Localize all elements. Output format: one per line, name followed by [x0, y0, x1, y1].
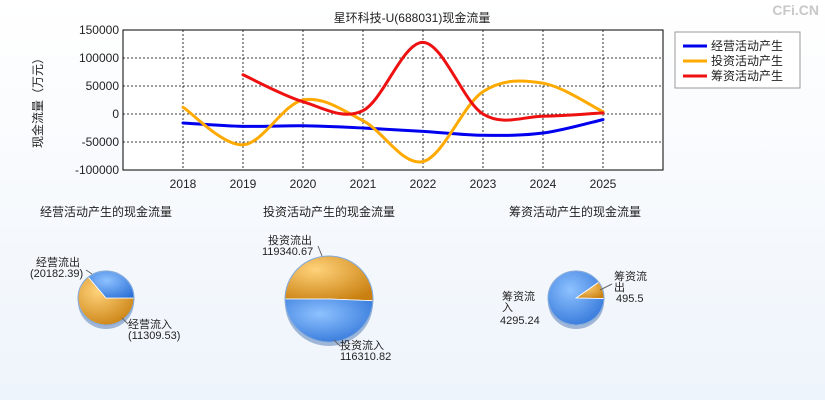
- financing-inflow-label-line2: 入: [502, 302, 513, 314]
- series-line-financing: [241, 40, 605, 122]
- y-tick-label: 50000: [86, 79, 120, 93]
- y-tick-label: -50000: [82, 135, 120, 149]
- financing-pie-chart: 筹资活动产生的现金流量 筹资流 出 495.5 筹资流 入 4295.24: [500, 204, 650, 329]
- operating-pie-chart: 经营活动产生的现金流量 经营流出 (20182.39) 经营流入 (11309.…: [30, 204, 180, 342]
- investing-outflow-label: 投资流出: [268, 233, 312, 247]
- operating-inflow-label: 经营流入: [128, 317, 172, 331]
- operating-inflow-value: (11309.53): [128, 330, 180, 342]
- investing-outflow-leader: [317, 245, 323, 257]
- y-axis-ticks: 150000 100000 50000 0 -50000 -100000: [75, 23, 119, 177]
- investing-pie-slice-inflow: [284, 298, 374, 343]
- x-tick-label: 2023: [470, 177, 497, 191]
- y-axis-label: 现金流量（万元）: [30, 52, 45, 148]
- y-tick-label: -100000: [75, 163, 119, 177]
- investing-pie-chart: 投资活动产生的现金流量 投资流出 119340.67 投资流入 116310.8…: [262, 204, 395, 363]
- financing-pie-rim: [547, 270, 605, 326]
- legend-label-operating: 经营活动产生: [711, 39, 783, 53]
- legend-label-investing: 投资活动产生: [711, 53, 783, 68]
- line-chart: 星环科技-U(688031)现金流量 150000 100000 50000 0 -50…: [30, 10, 801, 191]
- legend-box: [674, 31, 801, 89]
- investing-inflow-value: 116310.82: [340, 351, 391, 363]
- operating-inflow-leader: [121, 317, 129, 325]
- investing-inflow-label: 投资流入: [340, 338, 384, 352]
- y-tick-label: 0: [112, 107, 119, 121]
- y-tick-label: 150000: [79, 23, 119, 37]
- financing-inflow-label: 筹资流 入: [502, 289, 538, 314]
- financing-outflow-label-line2: 出: [614, 280, 625, 294]
- x-tick-label: 2018: [170, 177, 197, 191]
- operating-pie-title: 经营活动产生的现金流量: [40, 204, 172, 219]
- financing-inflow-value: 4295.24: [500, 315, 540, 327]
- financing-pie: [547, 270, 605, 329]
- operating-outflow-label: 经营流出: [36, 255, 80, 269]
- site-watermark: CFi.CN: [772, 2, 819, 18]
- series-line-operating: [181, 118, 605, 137]
- x-axis-ticks: 2018 2019 2020 2021 2022 2023 2024 2025: [170, 177, 617, 191]
- financing-outflow-value: 495.5: [616, 293, 644, 305]
- x-tick-label: 2022: [410, 177, 437, 191]
- x-tick-label: 2024: [530, 177, 557, 191]
- operating-pie: [77, 270, 135, 329]
- investing-outflow-value: 119340.67: [262, 246, 313, 258]
- financing-outflow-label-line1: 筹资流: [614, 269, 647, 283]
- financing-inflow-label-line1: 筹资流: [502, 289, 535, 303]
- investing-inflow-leader: [333, 339, 341, 347]
- x-tick-label: 2019: [230, 177, 257, 191]
- chart-title: 星环科技-U(688031)现金流量: [334, 10, 491, 25]
- financing-pie-title: 筹资活动产生的现金流量: [509, 204, 641, 219]
- financing-outflow-leader: [599, 283, 613, 291]
- legend-label-financing: 筹资活动产生: [711, 69, 783, 83]
- legend: 经营活动产生 投资活动产生 筹资活动产生: [674, 31, 801, 89]
- x-tick-label: 2025: [590, 177, 617, 191]
- operating-outflow-value: (20182.39): [30, 268, 83, 280]
- series-line-investing: [181, 79, 605, 164]
- x-tick-label: 2020: [290, 177, 317, 191]
- grid-lines: [123, 29, 663, 171]
- y-tick-label: 100000: [79, 51, 119, 65]
- investing-pie-slice-outflow: [284, 255, 374, 302]
- financing-outflow-label: 筹资流 出: [614, 269, 650, 294]
- operating-outflow-leader: [85, 269, 93, 275]
- investing-pie: [284, 255, 374, 346]
- investing-pie-rim: [284, 255, 374, 343]
- investing-pie-title: 投资活动产生的现金流量: [263, 204, 395, 219]
- operating-pie-rim: [77, 270, 135, 326]
- series-lines: [181, 40, 605, 164]
- x-tick-label: 2021: [350, 177, 377, 191]
